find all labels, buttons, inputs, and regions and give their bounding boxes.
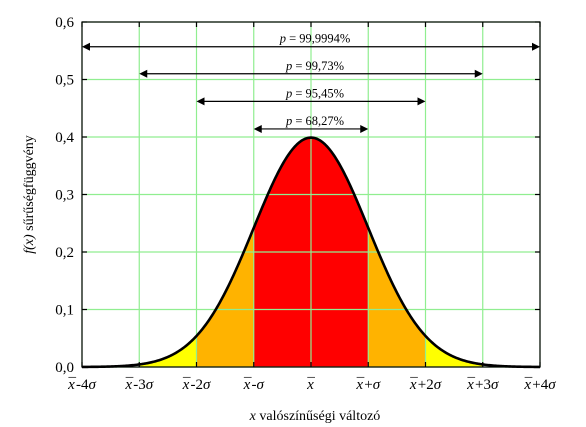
y-tick-label: 0,5	[55, 73, 74, 89]
axis-ticks	[81, 21, 541, 368]
x-tick-label: x¯+σ	[355, 376, 380, 393]
x-tick-label: x¯	[306, 376, 315, 393]
interval-arrows: p = 99,9994% p = 99,73% p = 95,45% p = 68,2…	[82, 32, 540, 133]
y-tick-labels: 0,0 0,1 0,2 0,3 0,4 0,5 0,6	[55, 15, 74, 376]
x-tick-labels: x¯-4σ x¯-3σ x¯-2σ x¯-σ x¯ x¯+σ x¯+2σ x¯+3σ x¯+4σ	[67, 376, 556, 393]
y-axis-label: f(x) sűrűségfüggvény	[22, 135, 37, 254]
interval-label: p = 99,9994%	[279, 32, 351, 46]
arrow-head-right	[532, 42, 540, 51]
x-tick-label: x¯+3σ	[466, 376, 499, 393]
arrow-head-right	[417, 97, 426, 106]
arrow-head-right	[474, 69, 483, 78]
band-area	[139, 335, 197, 367]
x-tick-label: x¯-σ	[243, 376, 265, 393]
arrow-head-right	[360, 124, 369, 133]
band-area	[425, 335, 483, 367]
y-tick-label: 0,3	[55, 188, 74, 204]
x-tick-label: x¯-4σ	[67, 376, 96, 393]
y-tick-label: 0,1	[55, 303, 74, 319]
arrow-head-left	[139, 69, 148, 78]
y-tick-label: 0,0	[55, 360, 74, 376]
x-axis-label: x valószínűségi változó	[249, 409, 381, 424]
interval-label: p = 95,45%	[285, 86, 344, 100]
x-tick-label: x¯-2σ	[182, 376, 211, 393]
y-tick-label: 0,4	[55, 130, 74, 146]
arrow-head-left	[196, 97, 205, 106]
x-tick-label: x¯-3σ	[124, 376, 153, 393]
interval-label: p = 68,27%	[285, 114, 344, 128]
interval-label: p = 99,73%	[285, 59, 344, 73]
density-curve	[82, 136, 540, 369]
arrow-head-left	[82, 42, 90, 51]
arrow-head-left	[253, 124, 262, 133]
y-tick-label: 0,6	[55, 15, 74, 31]
y-tick-label: 0,2	[55, 245, 74, 261]
x-tick-label: x¯+2σ	[409, 376, 442, 393]
x-tick-label: x¯+4σ	[523, 376, 556, 393]
